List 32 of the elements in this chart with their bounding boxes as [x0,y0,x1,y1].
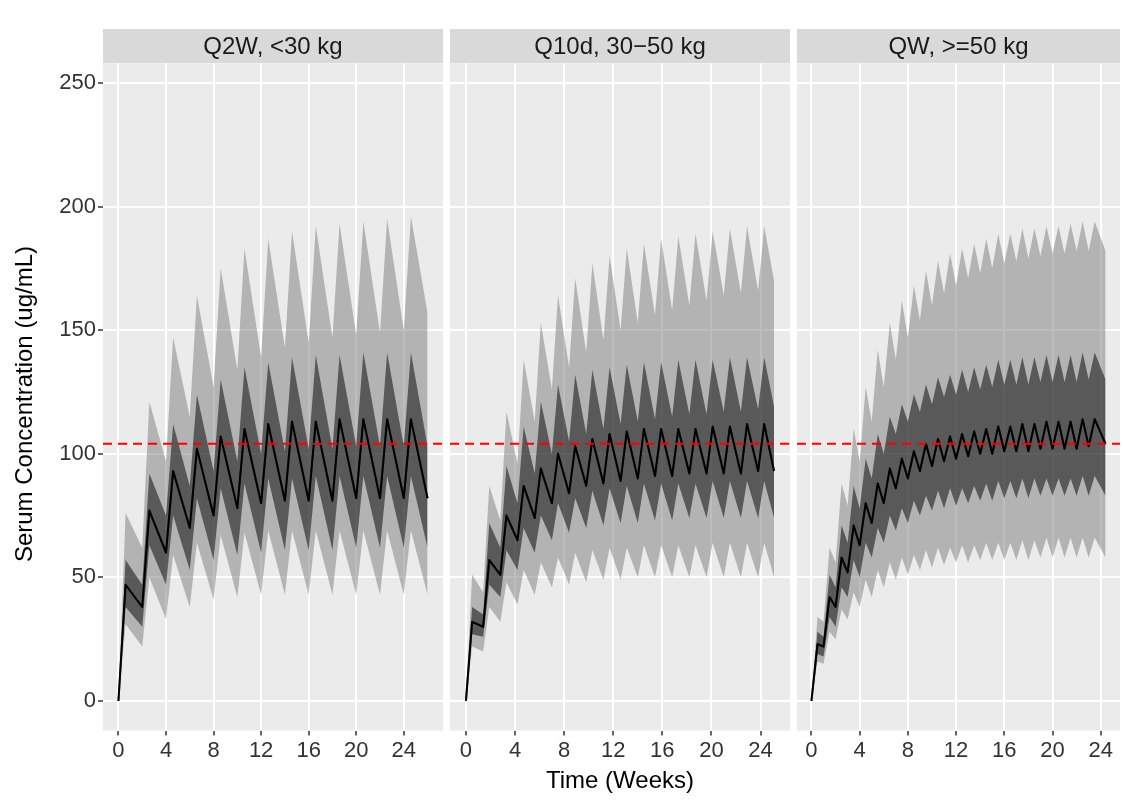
y-tick-label: 150 [59,316,96,342]
y-tick-label: 50 [71,563,96,589]
x-tick-label: 8 [207,736,220,762]
x-tick-label: 24 [1088,736,1113,762]
chart-title: Q10d, 30−50 kg [450,29,790,64]
y-tick-label: 250 [59,69,96,95]
x-tick-label: 24 [748,736,773,762]
x-tick-label: 4 [159,736,173,762]
x-tick-label: 12 [601,736,626,762]
x-tick-label: 0 [459,736,473,762]
y-tick-label: 100 [59,439,96,465]
x-tick-label: 16 [296,736,321,762]
x-tick-label: 0 [805,736,818,762]
x-tick-label: 4 [853,736,866,762]
x-tick-label: 4 [508,736,522,762]
y-tick-label: 0 [83,687,96,712]
x-tick-label: 8 [558,736,571,762]
y-axis-title: Serum Concentration (ug/mL) [10,245,38,563]
x-tick-label: 20 [1040,736,1065,762]
x-axis-title: Time (Weeks) [545,766,695,794]
x-tick-label: 24 [391,736,417,762]
x-tick-label: 12 [943,736,969,762]
chart-title: QW, >=50 kg [797,29,1120,64]
x-tick-label: 20 [343,736,369,762]
x-tick-label: 16 [650,736,675,762]
x-tick-label: 8 [901,736,915,762]
x-tick-label: 12 [248,736,274,762]
x-tick-label: 16 [992,736,1017,762]
x-tick-label: 0 [112,736,125,762]
y-tick-label: 200 [59,192,96,218]
x-tick-label: 20 [699,736,724,762]
chart-title: Q2W, <30 kg [103,29,443,64]
